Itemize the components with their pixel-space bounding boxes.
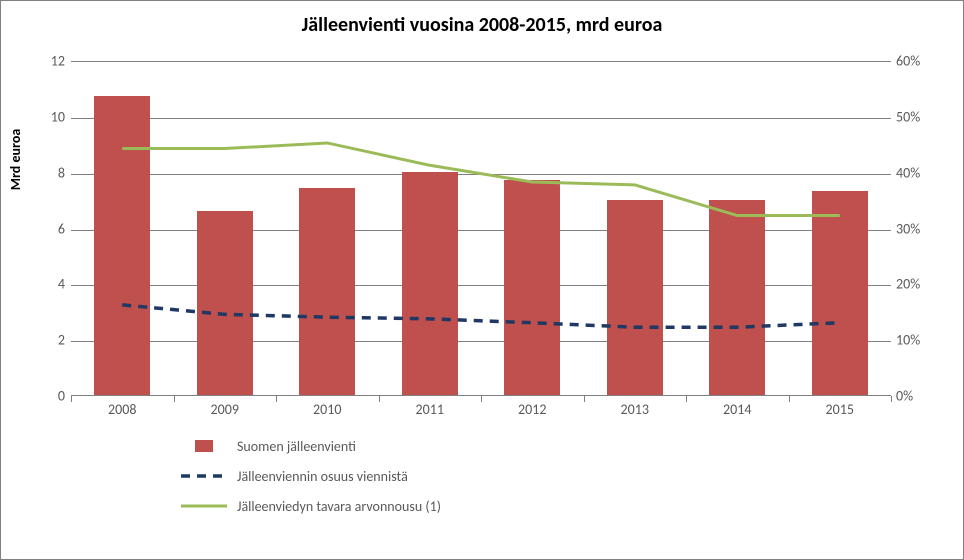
y-left-tick-label: 0 [25, 388, 65, 405]
y-right-tick-label: 60% [896, 53, 946, 70]
x-tick [481, 396, 482, 402]
x-tick-label: 2011 [416, 401, 444, 418]
x-tick [686, 396, 687, 402]
legend-swatch-bar [181, 437, 227, 455]
legend-swatch-solid [181, 497, 227, 515]
chart-container: Jälleenvienti vuosina 2008-2015, mrd eur… [0, 0, 964, 560]
y-left-tick-label: 2 [25, 332, 65, 349]
y-right-tick-label: 50% [896, 108, 946, 125]
x-tick-label: 2008 [108, 401, 136, 418]
legend-swatch-dashed [181, 467, 227, 485]
x-tick-label: 2012 [518, 401, 546, 418]
plot-area [71, 61, 891, 396]
y-right-tick-label: 0% [896, 388, 946, 405]
y-left-tick-label: 4 [25, 276, 65, 293]
x-tick-label: 2009 [211, 401, 239, 418]
x-tick [71, 396, 72, 402]
y-left-axis-title: Mrd euroa [7, 129, 24, 191]
x-tick [174, 396, 175, 402]
y-left-tick-label: 10 [25, 108, 65, 125]
y-right-tick-label: 20% [896, 276, 946, 293]
x-tick [379, 396, 380, 402]
x-tick-label: 2013 [621, 401, 649, 418]
y-right-tick-label: 30% [896, 220, 946, 237]
chart-title: Jälleenvienti vuosina 2008-2015, mrd eur… [1, 1, 963, 37]
chart-lines-layer [71, 62, 891, 395]
legend: Suomen jälleenvienti Jälleenviennin osuu… [181, 436, 781, 526]
legend-label: Jälleenviennin osuus viennistä [237, 468, 408, 485]
x-tick [789, 396, 790, 402]
y-right-tick-label: 40% [896, 164, 946, 181]
y-left-tick-label: 12 [25, 53, 65, 70]
x-tick-label: 2010 [313, 401, 341, 418]
line-dashed [122, 305, 840, 327]
x-tick [276, 396, 277, 402]
x-axis-labels: 2008 2009 2010 2011 2012 2013 2014 2015 [71, 401, 891, 421]
x-tick [891, 396, 892, 402]
y-left-tick-label: 6 [25, 220, 65, 237]
y-right-tick-label: 10% [896, 332, 946, 349]
y-left-tick-label: 8 [25, 164, 65, 181]
x-tick-label: 2014 [723, 401, 751, 418]
x-tick-label: 2015 [826, 401, 854, 418]
legend-item-dashed: Jälleenviennin osuus viennistä [181, 466, 781, 486]
legend-item-bars: Suomen jälleenvienti [181, 436, 781, 456]
legend-label: Suomen jälleenvienti [237, 438, 356, 455]
legend-label: Jälleenviedyn tavara arvonnousu (1) [237, 498, 441, 515]
line-solid [122, 143, 840, 216]
legend-item-solid: Jälleenviedyn tavara arvonnousu (1) [181, 496, 781, 516]
x-tick [584, 396, 585, 402]
